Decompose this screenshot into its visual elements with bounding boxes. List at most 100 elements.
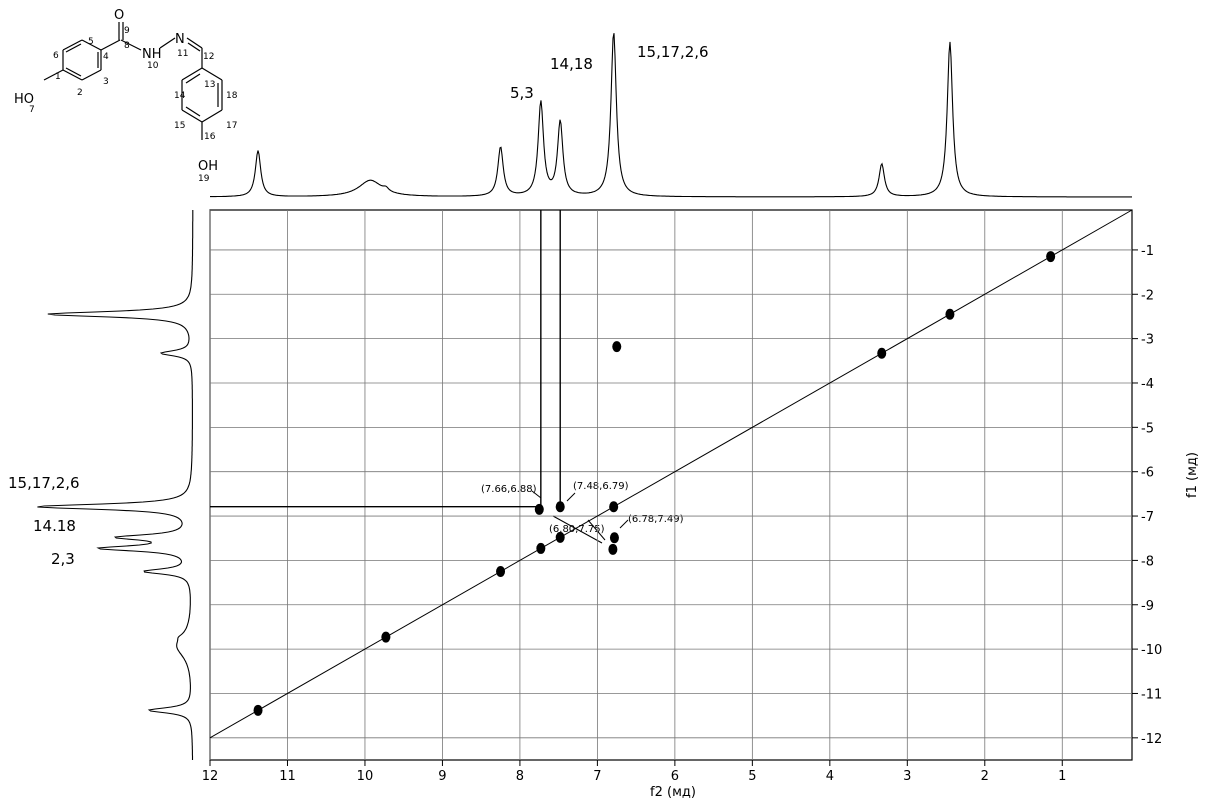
cross-peak [555, 501, 565, 513]
bond [100, 39, 121, 51]
x-tick-label: 6 [671, 769, 679, 784]
y-tick-label: -2 [1141, 288, 1154, 303]
atom-symbol-ho: HO [14, 92, 34, 107]
atom-number: 8 [124, 41, 130, 51]
annotation-arrow [531, 490, 542, 499]
cross-peak-annotations: (7.66,6.88) (7.48,6.79) (6.80,7.75) (6.7… [481, 481, 684, 544]
atom-number: 10 [147, 61, 159, 71]
bond [81, 39, 102, 51]
bond [65, 67, 82, 77]
y-tick-label: -7 [1141, 510, 1154, 525]
x-tick-label: 7 [593, 769, 601, 784]
atom-number: 5 [88, 37, 94, 47]
top-label-5-3: 5,3 [510, 84, 534, 102]
y-tick-label: -4 [1141, 377, 1154, 392]
x-tick-label: 9 [438, 769, 446, 784]
atom-number: 6 [53, 51, 59, 61]
bond [81, 69, 102, 81]
x-tick-label: 10 [357, 769, 374, 784]
atom-number: 7 [29, 105, 35, 115]
atom-symbol-o: O [114, 8, 124, 23]
left-label-2-3: 2,3 [51, 550, 75, 568]
left-label-15-17-2-6: 15,17,2,6 [8, 474, 80, 492]
x-tick-label: 8 [516, 769, 524, 784]
annotation-arrow [552, 515, 603, 544]
y-tick-label: -1 [1141, 244, 1154, 259]
plot-frame [209, 209, 1133, 761]
bond [181, 109, 203, 123]
cross-peak [555, 531, 565, 543]
y-tick-label: -6 [1141, 466, 1154, 481]
diagonal-line [209, 209, 1133, 739]
x-tick-label: 3 [903, 769, 911, 784]
bond [187, 42, 201, 52]
cross-peak [945, 308, 955, 320]
atom-number: 15 [174, 121, 185, 131]
bond [201, 109, 223, 123]
cross-peak [877, 347, 887, 359]
y-tick-label: -12 [1141, 732, 1162, 747]
top-spectrum-labels: 5,3 14,18 15,17,2,6 [510, 43, 709, 102]
annotation-arrow [566, 492, 576, 502]
bond [185, 73, 201, 84]
y-tick-label: -9 [1141, 599, 1154, 614]
bond [186, 37, 203, 49]
annotation-arrow [587, 519, 606, 541]
atom-number: 1 [55, 72, 61, 82]
x-tick-label: 4 [826, 769, 834, 784]
bond [185, 106, 201, 117]
atom-number: 12 [203, 52, 214, 62]
x-tick-label: 2 [981, 769, 989, 784]
atom-number: 16 [204, 132, 216, 142]
atom-number: 18 [226, 91, 238, 101]
cross-peak [253, 704, 263, 716]
bond [62, 39, 83, 51]
top-label-14-18: 14,18 [550, 55, 593, 73]
cross-peak [381, 631, 391, 643]
atom-symbol-oh: OH [198, 159, 218, 174]
cross-peak [609, 501, 619, 513]
cross-peak [536, 542, 546, 554]
annotation-arrows [531, 490, 629, 544]
bond [43, 69, 64, 81]
molecule-structure [43, 22, 223, 140]
x-tick-label: 1 [1058, 769, 1066, 784]
annotation-1: (7.66,6.88) [481, 484, 537, 495]
annotation-4: (6.78,7.49) [628, 514, 684, 525]
atom-number: 4 [103, 52, 109, 62]
atom-number: 2 [77, 88, 83, 98]
cross-peak [534, 503, 544, 515]
atom-number: 9 [124, 26, 130, 36]
atom-number: 3 [103, 77, 109, 87]
bond [201, 67, 223, 81]
atom-number: 17 [226, 121, 237, 131]
atom-number: 13 [204, 80, 215, 90]
atom-number: 19 [198, 174, 210, 184]
y-tick-label: -11 [1141, 687, 1162, 702]
x-axis-label: f2 (мд) [650, 785, 696, 798]
cross-peak [496, 565, 506, 577]
atom-number: 14 [174, 91, 186, 101]
bond [62, 69, 83, 81]
y-tick-label: -10 [1141, 643, 1162, 658]
y-tick-label: -5 [1141, 421, 1154, 436]
bond [120, 39, 142, 51]
molecule-labels: O NH N HO OH 9 8 5 4 6 3 2 1 7 10 11 12 … [14, 8, 238, 184]
y-axis-label: f1 (мд) [1185, 452, 1200, 498]
cross-peak [608, 543, 618, 555]
atom-symbol-n: N [175, 32, 185, 47]
bond [181, 67, 203, 81]
left-label-14-18: 14.18 [33, 517, 76, 535]
y-tick-label: -8 [1141, 554, 1154, 569]
plot-layer: 12 11 10 9 8 7 6 5 4 3 2 1-1-2-3-4-5-6-7-8-9-10-11-… [37, 33, 1162, 784]
top-label-15-17-2-6: 15,17,2,6 [637, 43, 709, 61]
annotation-2: (7.48,6.79) [573, 481, 629, 492]
cross-peak [1046, 251, 1056, 263]
x-tick-label: 12 [202, 769, 219, 784]
y-tick-label: -3 [1141, 333, 1154, 348]
x-tick-label: 11 [279, 769, 296, 784]
left-spectrum-labels: 15,17,2,6 14.18 2,3 [8, 474, 80, 568]
x-tick-label: 5 [748, 769, 756, 784]
